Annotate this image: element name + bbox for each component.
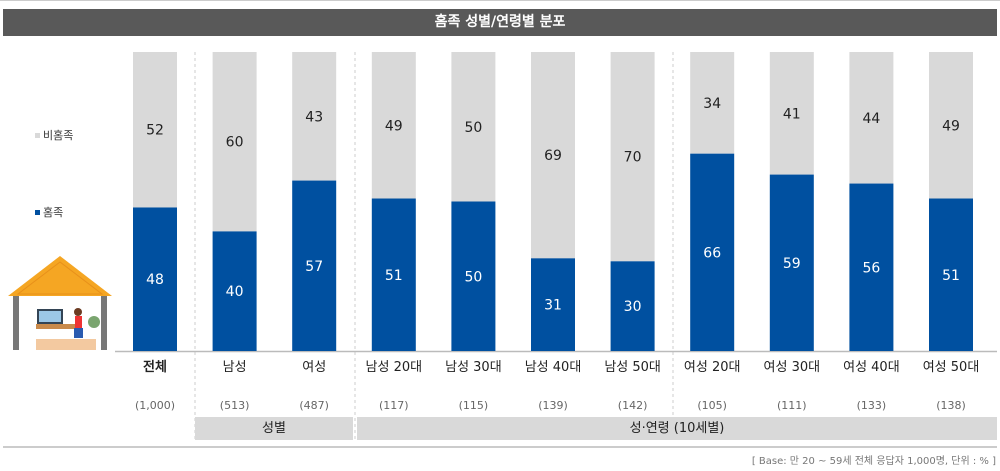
category-label: 남성 50대	[604, 360, 661, 375]
bar-homebody	[769, 174, 814, 351]
data-label-homebody: 59	[783, 256, 801, 272]
bar-non-homebody	[610, 52, 655, 262]
bar-non-homebody	[371, 52, 416, 199]
bar-homebody	[929, 198, 973, 351]
sample-size-label: (133)	[857, 399, 887, 412]
data-label-non-homebody: 34	[703, 96, 721, 112]
bar-homebody	[292, 180, 337, 351]
legend-label: 홈족	[43, 206, 64, 219]
bar-non-homebody	[292, 52, 337, 181]
data-label-homebody: 48	[146, 272, 164, 288]
category-label: 여성 40대	[843, 360, 900, 375]
category-label: 남성 20대	[366, 360, 423, 375]
bar-homebody	[531, 258, 575, 351]
data-label-homebody: 51	[942, 268, 960, 284]
bar-homebody	[133, 207, 177, 351]
data-label-homebody: 66	[703, 245, 721, 261]
group-label-gender: 성별	[195, 417, 353, 440]
category-label: 남성 30대	[445, 360, 502, 375]
category-label: 전체	[143, 359, 167, 375]
data-label-homebody: 30	[624, 299, 642, 315]
data-label-non-homebody: 69	[544, 148, 562, 164]
bar-non-homebody	[451, 52, 496, 202]
legend-swatch-gray	[35, 132, 40, 138]
bar-homebody	[610, 261, 655, 351]
legend-item-homebody: 홈족	[35, 204, 63, 220]
data-label-homebody: 31	[544, 298, 562, 314]
legend-swatch-blue	[35, 209, 40, 215]
sample-size-label: (115)	[459, 399, 489, 412]
category-label: 남성	[223, 360, 247, 375]
group-label-gender-age: 성·연령 (10세별)	[357, 417, 997, 440]
data-label-homebody: 57	[305, 259, 323, 275]
data-label-non-homebody: 49	[385, 118, 403, 134]
category-label: 남성 40대	[525, 360, 582, 375]
sample-size-label: (487)	[299, 399, 329, 412]
data-label-non-homebody: 41	[783, 106, 801, 122]
top-divider	[0, 0, 1000, 1]
bar-non-homebody	[531, 52, 575, 259]
data-label-homebody: 40	[226, 284, 244, 300]
data-label-non-homebody: 52	[146, 123, 164, 139]
category-label: 여성 50대	[923, 360, 980, 375]
bar-non-homebody	[929, 52, 973, 199]
bar-non-homebody	[133, 52, 177, 208]
data-label-homebody: 51	[385, 268, 403, 284]
data-label-homebody: 50	[464, 269, 482, 285]
bar-homebody	[371, 198, 416, 351]
sample-size-label: (138)	[936, 399, 966, 412]
bottom-divider	[3, 446, 997, 448]
sample-size-label: (142)	[618, 399, 648, 412]
legend-label: 비홈족	[43, 129, 74, 142]
category-label: 여성 30대	[764, 360, 821, 375]
bar-homebody	[690, 153, 735, 351]
data-label-non-homebody: 50	[464, 120, 482, 136]
data-label-non-homebody: 60	[226, 135, 244, 151]
bar-non-homebody	[769, 52, 814, 175]
category-label: 여성	[302, 360, 326, 375]
data-label-homebody: 56	[862, 260, 880, 276]
sample-size-label: (139)	[538, 399, 568, 412]
data-label-non-homebody: 44	[862, 111, 880, 127]
data-label-non-homebody: 43	[305, 109, 323, 125]
bar-homebody	[212, 231, 257, 351]
sample-size-label: (111)	[777, 399, 807, 412]
footnote: [ Base: 만 20 ~ 59세 전체 응답자 1,000명, 단위 : %…	[751, 456, 996, 467]
sample-size-label: (513)	[220, 399, 250, 412]
bar-non-homebody	[690, 52, 735, 154]
bar-homebody	[849, 183, 894, 351]
bar-non-homebody	[849, 52, 894, 184]
bar-homebody	[451, 201, 496, 351]
sample-size-label: (117)	[379, 399, 409, 412]
sample-size-label: (105)	[697, 399, 727, 412]
sample-size-label: (1,000)	[135, 399, 175, 412]
legend-item-non-homebody: 비홈족	[35, 127, 73, 143]
house-illustration	[8, 256, 112, 350]
data-label-non-homebody: 49	[942, 118, 960, 134]
data-label-non-homebody: 70	[624, 150, 642, 166]
chart-title: 홈족 성별/연령별 분포	[3, 9, 997, 36]
category-label: 여성 20대	[684, 360, 741, 375]
bar-non-homebody	[212, 52, 257, 232]
